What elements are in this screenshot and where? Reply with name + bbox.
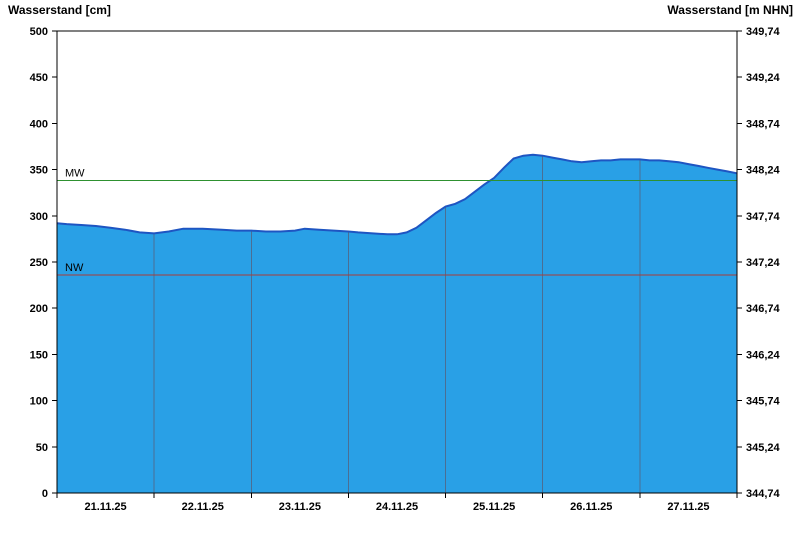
svg-text:348,24: 348,24: [746, 165, 781, 177]
svg-text:500: 500: [30, 26, 48, 38]
right-axis-title: Wasserstand [m NHN]: [667, 3, 793, 17]
svg-text:347,24: 347,24: [746, 257, 781, 269]
svg-text:400: 400: [30, 118, 48, 130]
svg-text:27.11.25: 27.11.25: [667, 501, 709, 513]
svg-text:300: 300: [30, 211, 48, 223]
y-axis-left: 0 50 100 150 200 250 300 350 400 450 500: [30, 26, 57, 500]
svg-text:150: 150: [30, 349, 48, 361]
svg-text:NW: NW: [65, 262, 84, 274]
svg-text:25.11.25: 25.11.25: [473, 501, 515, 513]
svg-text:24.11.25: 24.11.25: [376, 501, 418, 513]
svg-text:347,74: 347,74: [746, 211, 781, 223]
svg-text:350: 350: [30, 165, 48, 177]
left-axis-title: Wasserstand [cm]: [8, 3, 111, 17]
nw-reference-line: NW: [57, 262, 737, 276]
day-gridlines: [153, 154, 641, 493]
svg-text:346,24: 346,24: [746, 349, 781, 361]
svg-text:200: 200: [30, 303, 48, 315]
x-axis: 21.11.25 22.11.25 23.11.25 24.11.25 25.11.25…: [56, 493, 738, 513]
svg-text:50: 50: [36, 442, 48, 454]
svg-text:0: 0: [42, 488, 48, 500]
svg-text:450: 450: [30, 72, 48, 84]
svg-text:21.11.25: 21.11.25: [84, 501, 126, 513]
svg-text:26.11.25: 26.11.25: [570, 501, 612, 513]
svg-text:349,74: 349,74: [746, 26, 781, 38]
water-level-area: [57, 154, 737, 494]
svg-text:100: 100: [30, 396, 48, 408]
svg-text:250: 250: [30, 257, 48, 269]
svg-text:MW: MW: [65, 168, 85, 180]
mw-reference-line: MW: [57, 168, 737, 182]
svg-text:22.11.25: 22.11.25: [182, 501, 224, 513]
y-axis-right: 344,74 345,24 345,74 346,24 346,74 347,24 347,…: [737, 26, 781, 500]
svg-text:349,24: 349,24: [746, 72, 781, 84]
svg-text:348,74: 348,74: [746, 118, 781, 130]
svg-text:23.11.25: 23.11.25: [279, 501, 321, 513]
water-level-line: [56, 153, 738, 236]
svg-text:346,74: 346,74: [746, 303, 781, 315]
svg-text:344,74: 344,74: [746, 488, 781, 500]
svg-text:345,74: 345,74: [746, 396, 781, 408]
svg-text:345,24: 345,24: [746, 442, 781, 454]
